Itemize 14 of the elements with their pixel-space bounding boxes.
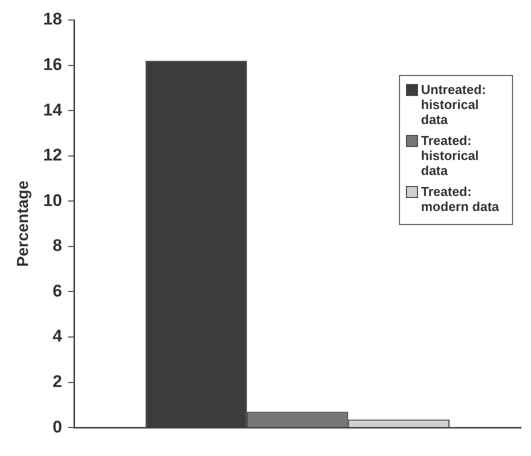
y-tick-label: 8 [52, 236, 62, 256]
y-tick-label: 16 [43, 54, 62, 74]
legend-label: Treated: modern data [421, 184, 500, 214]
y-tick-label: 0 [52, 417, 62, 436]
y-tick-label: 14 [43, 100, 63, 120]
y-axis-title: Percentage [15, 180, 32, 267]
y-tick-label: 10 [43, 190, 62, 210]
legend-label: Untreated: historical data [421, 82, 488, 127]
legend-label: Treated: historical data [421, 133, 480, 178]
y-tick-label: 2 [52, 372, 62, 391]
y-tick-label: 12 [43, 146, 62, 165]
y-tick-label: 6 [52, 281, 62, 300]
y-tick-label: 18 [43, 10, 62, 29]
y-tick-label: 4 [52, 326, 63, 346]
